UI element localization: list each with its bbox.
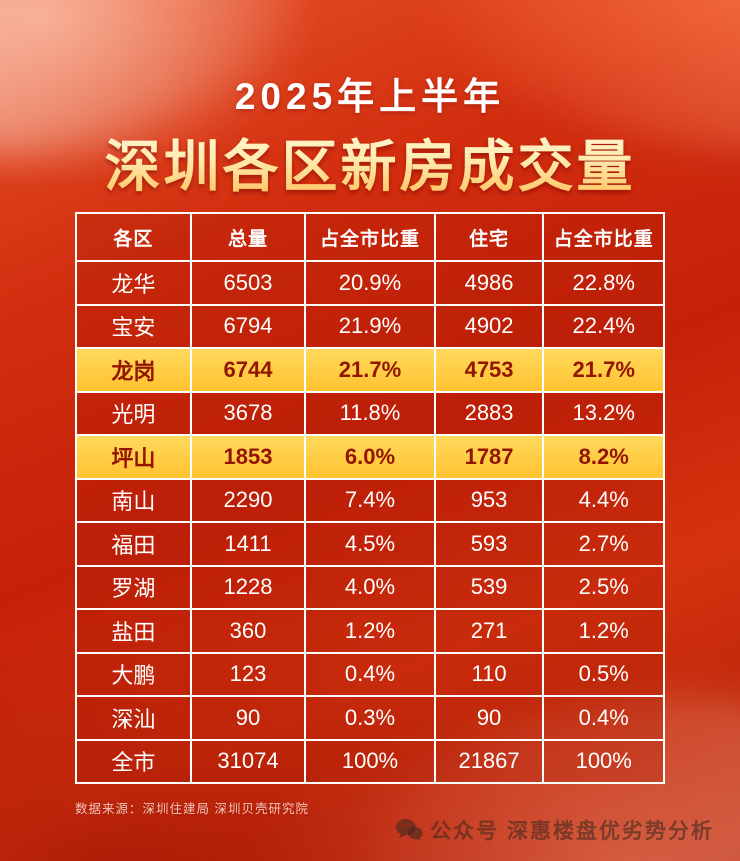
district-cell: 光明 <box>75 390 192 436</box>
district-cell: 龙岗 <box>75 347 192 393</box>
district-cell: 宝安 <box>75 303 192 349</box>
value-cell: 4.4% <box>542 477 665 523</box>
value-cell: 21.9% <box>304 303 436 349</box>
value-cell: 6744 <box>189 347 307 393</box>
value-cell: 360 <box>189 608 307 654</box>
district-cell: 罗湖 <box>75 564 192 610</box>
table-row: 大鹏 123 0.4% 110 0.5% <box>75 651 665 697</box>
district-cell: 南山 <box>75 477 192 523</box>
value-cell: 6503 <box>189 260 307 306</box>
district-cell: 深汕 <box>75 695 192 741</box>
value-cell: 2290 <box>189 477 307 523</box>
col-header-residential-share: 占全市比重 <box>542 212 665 262</box>
col-header-total-share: 占全市比重 <box>304 212 436 262</box>
value-cell: 31074 <box>189 738 307 784</box>
value-cell: 21867 <box>433 738 545 784</box>
value-cell: 90 <box>189 695 307 741</box>
district-sales-table: 各区 总量 占全市比重 住宅 占全市比重 龙华 6503 20.9% 4986 22.8… <box>75 212 665 784</box>
table-row: 坪山 1853 6.0% 1787 8.2% <box>75 434 665 480</box>
value-cell: 2.5% <box>542 564 665 610</box>
value-cell: 0.4% <box>542 695 665 741</box>
value-cell: 21.7% <box>542 347 665 393</box>
value-cell: 6.0% <box>304 434 436 480</box>
value-cell: 0.5% <box>542 651 665 697</box>
value-cell: 22.4% <box>542 303 665 349</box>
value-cell: 110 <box>433 651 545 697</box>
watermark-text: 公众号 深惠楼盘优劣势分析 <box>430 820 714 843</box>
value-cell: 1787 <box>433 434 545 480</box>
value-cell: 2883 <box>433 390 545 436</box>
value-cell: 4753 <box>433 347 545 393</box>
value-cell: 953 <box>433 477 545 523</box>
value-cell: 1.2% <box>304 608 436 654</box>
table-row: 宝安 6794 21.9% 4902 22.4% <box>75 303 665 349</box>
district-cell: 盐田 <box>75 608 192 654</box>
value-cell: 4.5% <box>304 521 436 567</box>
district-cell: 坪山 <box>75 434 192 480</box>
table-row: 深汕 90 0.3% 90 0.4% <box>75 695 665 741</box>
table-row: 光明 3678 11.8% 2883 13.2% <box>75 390 665 436</box>
value-cell: 271 <box>433 608 545 654</box>
value-cell: 0.4% <box>304 651 436 697</box>
value-cell: 100% <box>542 738 665 784</box>
district-cell: 龙华 <box>75 260 192 306</box>
value-cell: 22.8% <box>542 260 665 306</box>
value-cell: 1853 <box>189 434 307 480</box>
district-cell: 全市 <box>75 738 192 784</box>
value-cell: 6794 <box>189 303 307 349</box>
value-cell: 13.2% <box>542 390 665 436</box>
poster-period-title: 2025年上半年 <box>234 76 506 117</box>
table-header-row: 各区 总量 占全市比重 住宅 占全市比重 <box>75 212 665 262</box>
col-header-district: 各区 <box>75 212 192 262</box>
value-cell: 4.0% <box>304 564 436 610</box>
table-row: 盐田 360 1.2% 271 1.2% <box>75 608 665 654</box>
value-cell: 20.9% <box>304 260 436 306</box>
value-cell: 21.7% <box>304 347 436 393</box>
district-cell: 福田 <box>75 521 192 567</box>
value-cell: 3678 <box>189 390 307 436</box>
data-source: 数据来源：深圳住建局 深圳贝壳研究院 <box>75 802 309 816</box>
table-row: 龙华 6503 20.9% 4986 22.8% <box>75 260 665 306</box>
value-cell: 1.2% <box>542 608 665 654</box>
value-cell: 90 <box>433 695 545 741</box>
table-body: 龙华 6503 20.9% 4986 22.8% 宝安 6794 21.9% 4902 22.4%… <box>75 260 665 784</box>
value-cell: 593 <box>433 521 545 567</box>
value-cell: 11.8% <box>304 390 436 436</box>
value-cell: 123 <box>189 651 307 697</box>
value-cell: 100% <box>304 738 436 784</box>
value-cell: 4902 <box>433 303 545 349</box>
table-row: 罗湖 1228 4.0% 539 2.5% <box>75 564 665 610</box>
value-cell: 0.3% <box>304 695 436 741</box>
value-cell: 7.4% <box>304 477 436 523</box>
col-header-total: 总量 <box>189 212 307 262</box>
wechat-icon <box>395 818 423 842</box>
value-cell: 2.7% <box>542 521 665 567</box>
value-cell: 1228 <box>189 564 307 610</box>
value-cell: 539 <box>433 564 545 610</box>
table-row: 龙岗 6744 21.7% 4753 21.7% <box>75 347 665 393</box>
table-row: 南山 2290 7.4% 953 4.4% <box>75 477 665 523</box>
value-cell: 8.2% <box>542 434 665 480</box>
poster-main-title: 深圳各区新房成交量 <box>0 122 740 203</box>
table-row: 福田 1411 4.5% 593 2.7% <box>75 521 665 567</box>
col-header-residential: 住宅 <box>433 212 545 262</box>
value-cell: 4986 <box>433 260 545 306</box>
watermark: 公众号 深惠楼盘优劣势分析 <box>395 815 714 845</box>
value-cell: 1411 <box>189 521 307 567</box>
district-cell: 大鹏 <box>75 651 192 697</box>
table-row: 全市 31074 100% 21867 100% <box>75 738 665 784</box>
